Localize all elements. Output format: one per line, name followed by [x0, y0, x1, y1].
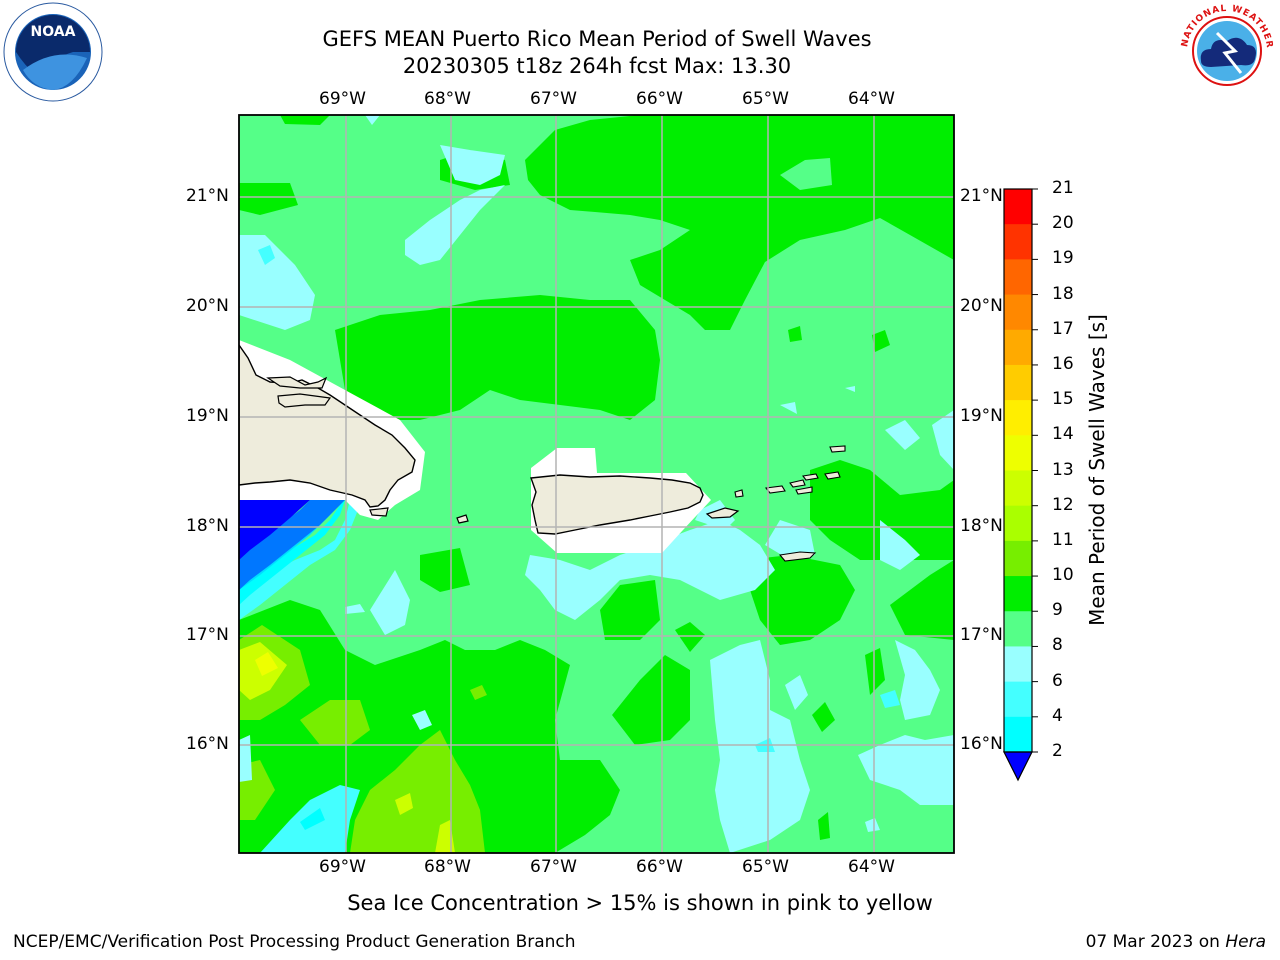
lon-tick-bottom: 68°W	[424, 857, 471, 877]
nws-logo: NATIONAL WEATHER SERVICE	[1177, 3, 1273, 97]
swell-contour-below-2	[239, 500, 310, 560]
noaa-logo: NOAA	[3, 2, 103, 102]
colorbar-tick-label: 21	[1052, 178, 1074, 198]
colorbar-tick-label: 19	[1052, 248, 1074, 269]
colorbar-band	[1004, 611, 1032, 648]
lat-tick-right: 16°N	[960, 734, 1003, 754]
colorbar-tick-label: 16	[1052, 353, 1074, 374]
lat-tick-right: 17°N	[960, 625, 1003, 645]
date-text: 07 Mar 2023 on	[1085, 932, 1220, 952]
credit-text: NCEP/EMC/Verification Post Processing Pr…	[13, 932, 576, 952]
lon-tick-top: 65°W	[742, 89, 789, 109]
colorbar-band	[1004, 259, 1032, 296]
lon-tick-top: 67°W	[530, 89, 577, 109]
colorbar-tick-label: 17	[1052, 318, 1074, 339]
colorbar-band	[1004, 435, 1032, 472]
lon-tick-bottom: 64°W	[848, 857, 895, 877]
map-subtitle: 20230305 t18z 264h fcst Max: 13.30	[402, 54, 792, 78]
graticule	[239, 115, 954, 853]
lon-tick-top: 68°W	[424, 89, 471, 109]
lat-tick-right: 20°N	[960, 296, 1003, 316]
lon-tick-top: 64°W	[848, 89, 895, 109]
lon-tick-bottom: 67°W	[530, 857, 577, 877]
lon-tick-top: 66°W	[636, 89, 683, 109]
noaa-logo-text: NOAA	[31, 24, 76, 40]
lat-tick-left: 19°N	[186, 406, 229, 426]
colorbar-band	[1004, 294, 1032, 331]
colorbar-band	[1004, 364, 1032, 401]
colorbar-title: Mean Period of Swell Waves [s]	[1085, 314, 1109, 626]
colorbar-tick-label: 12	[1052, 494, 1074, 515]
machine-name: Hera	[1225, 932, 1266, 952]
lat-tick-left: 16°N	[186, 734, 229, 754]
virgin-islands-land	[764, 445, 846, 562]
colorbar-band	[1004, 189, 1032, 225]
date-credit: 07 Mar 2023 on Hera	[1086, 932, 1266, 952]
colorbar-band	[1004, 716, 1032, 753]
lon-tick-top: 69°W	[319, 89, 366, 109]
colorbar	[1003, 188, 1038, 782]
map-title: GEFS MEAN Puerto Rico Mean Period of Swe…	[322, 27, 872, 51]
colorbar-band	[1004, 576, 1032, 612]
colorbar-tick-label: 9	[1052, 600, 1063, 621]
map-frame	[238, 114, 955, 854]
colorbar-tick-label: 15	[1052, 389, 1074, 410]
colorbar-band	[1004, 505, 1032, 542]
lon-tick-bottom: 69°W	[319, 857, 366, 877]
sea-ice-note: Sea Ice Concentration > 15% is shown in …	[347, 891, 933, 915]
colorbar-tick-label: 6	[1052, 670, 1063, 691]
colorbar-tick-label: 11	[1052, 529, 1074, 550]
colorbar-band	[1004, 646, 1032, 683]
colorbar-band	[1004, 224, 1032, 260]
lat-tick-left: 21°N	[186, 186, 229, 206]
lon-tick-bottom: 65°W	[742, 857, 789, 877]
colorbar-band	[1004, 400, 1032, 436]
colorbar-extend-arrow	[1003, 751, 1033, 782]
swell-contour-2-4	[239, 500, 345, 590]
swell-contour-8-9	[239, 115, 954, 853]
swell-contour-13-14	[255, 652, 278, 676]
lat-tick-right: 21°N	[960, 186, 1003, 206]
colorbar-tick-label: 13	[1052, 459, 1074, 480]
colorbar-tick-label: 18	[1052, 283, 1074, 304]
lat-tick-left: 17°N	[186, 625, 229, 645]
lat-tick-right: 18°N	[960, 516, 1003, 536]
colorbar-band	[1004, 681, 1032, 718]
colorbar-tick-label: 2	[1052, 741, 1063, 761]
colorbar-tick-label: 4	[1052, 705, 1063, 726]
lat-tick-left: 20°N	[186, 296, 229, 316]
colorbar-band	[1004, 329, 1032, 366]
colorbar-band	[1004, 540, 1032, 577]
lon-tick-bottom: 66°W	[636, 857, 683, 877]
lat-tick-right: 19°N	[960, 406, 1003, 426]
colorbar-tick-label: 20	[1052, 213, 1074, 234]
colorbar-tick-label: 14	[1052, 424, 1074, 445]
colorbar-tick-label: 8	[1052, 635, 1063, 656]
colorbar-band	[1004, 470, 1032, 507]
lat-tick-left: 18°N	[186, 516, 229, 536]
colorbar-tick-label: 10	[1052, 565, 1074, 586]
